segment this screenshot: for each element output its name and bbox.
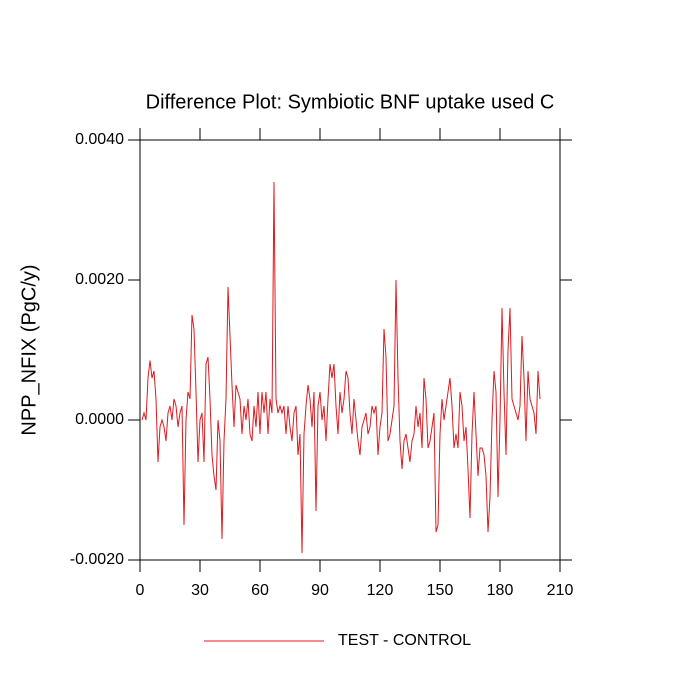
y-tick-label: 0.0040 [75,131,124,148]
x-tick-label: 180 [487,582,514,599]
data-line [141,181,541,554]
x-tick-label: 210 [547,582,574,599]
y-tick-label: 0.0000 [75,411,124,428]
x-tick-label: 60 [251,582,269,599]
y-tick-label: 0.0020 [75,271,124,288]
x-tick-label: 120 [367,582,394,599]
x-tick-label: 30 [191,582,209,599]
x-tick-label: 150 [427,582,454,599]
x-tick-label: 90 [311,582,329,599]
x-tick-label: 0 [136,582,145,599]
chart-title: Difference Plot: Symbiotic BNF uptake us… [146,91,555,113]
legend-label: TEST - CONTROL [338,632,471,649]
plot-frame [139,139,561,561]
y-tick-label: -0.0020 [70,551,124,568]
y-axis-label: NPP_NFIX (PgC/y) [18,264,40,435]
